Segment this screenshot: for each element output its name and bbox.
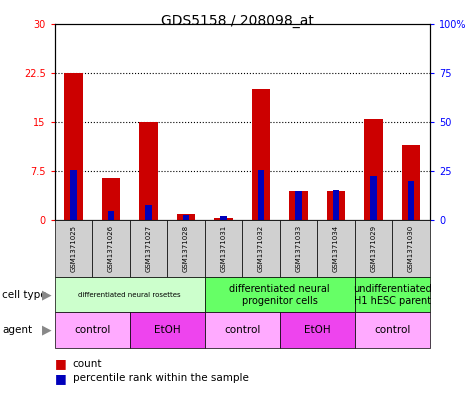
Text: agent: agent: [2, 325, 32, 335]
FancyBboxPatch shape: [92, 220, 130, 277]
Bar: [289, 191, 308, 220]
Text: ▶: ▶: [42, 288, 51, 301]
Text: ▶: ▶: [42, 323, 51, 337]
FancyBboxPatch shape: [130, 312, 205, 348]
FancyBboxPatch shape: [242, 220, 280, 277]
Text: GDS5158 / 208098_at: GDS5158 / 208098_at: [161, 14, 314, 28]
Bar: [327, 191, 345, 220]
Bar: [70, 170, 77, 220]
Text: GSM1371032: GSM1371032: [258, 225, 264, 272]
Text: count: count: [73, 358, 102, 369]
Text: EtOH: EtOH: [304, 325, 331, 335]
Text: GSM1371026: GSM1371026: [108, 225, 114, 272]
Text: differentiated neural rosettes: differentiated neural rosettes: [78, 292, 181, 298]
FancyBboxPatch shape: [55, 220, 92, 277]
Text: GSM1371034: GSM1371034: [333, 225, 339, 272]
Text: control: control: [224, 325, 260, 335]
Text: GSM1371025: GSM1371025: [70, 225, 76, 272]
Bar: [139, 122, 158, 220]
Text: GSM1371030: GSM1371030: [408, 225, 414, 272]
FancyBboxPatch shape: [205, 220, 242, 277]
Bar: [332, 189, 340, 220]
Text: percentile rank within the sample: percentile rank within the sample: [73, 373, 248, 383]
Bar: [177, 213, 195, 220]
Text: differentiated neural
progenitor cells: differentiated neural progenitor cells: [229, 284, 330, 305]
Bar: [145, 205, 152, 220]
FancyBboxPatch shape: [355, 277, 430, 312]
FancyBboxPatch shape: [317, 220, 355, 277]
Text: control: control: [374, 325, 410, 335]
FancyBboxPatch shape: [205, 312, 280, 348]
FancyBboxPatch shape: [392, 220, 430, 277]
Bar: [64, 73, 83, 220]
Text: GSM1371033: GSM1371033: [295, 225, 302, 272]
Bar: [257, 170, 265, 220]
FancyBboxPatch shape: [55, 277, 205, 312]
FancyBboxPatch shape: [355, 220, 392, 277]
Text: GSM1371027: GSM1371027: [145, 225, 152, 272]
Bar: [364, 119, 383, 220]
Bar: [408, 181, 415, 220]
Bar: [220, 216, 227, 220]
Bar: [214, 218, 233, 220]
FancyBboxPatch shape: [280, 220, 317, 277]
Text: ■: ■: [55, 357, 66, 370]
FancyBboxPatch shape: [280, 312, 355, 348]
Text: cell type: cell type: [2, 290, 47, 300]
Bar: [370, 176, 377, 220]
Bar: [252, 89, 270, 220]
FancyBboxPatch shape: [355, 312, 430, 348]
Text: ■: ■: [55, 371, 66, 385]
Bar: [182, 215, 190, 220]
Text: EtOH: EtOH: [154, 325, 180, 335]
Text: undifferentiated
H1 hESC parent: undifferentiated H1 hESC parent: [353, 284, 432, 305]
Bar: [402, 145, 420, 220]
Text: GSM1371031: GSM1371031: [220, 225, 227, 272]
FancyBboxPatch shape: [55, 312, 130, 348]
Bar: [107, 211, 114, 220]
Text: GSM1371028: GSM1371028: [183, 225, 189, 272]
FancyBboxPatch shape: [130, 220, 167, 277]
Text: control: control: [74, 325, 110, 335]
Bar: [102, 178, 120, 220]
Bar: [295, 191, 302, 220]
Text: GSM1371029: GSM1371029: [370, 225, 377, 272]
FancyBboxPatch shape: [205, 277, 355, 312]
FancyBboxPatch shape: [167, 220, 205, 277]
